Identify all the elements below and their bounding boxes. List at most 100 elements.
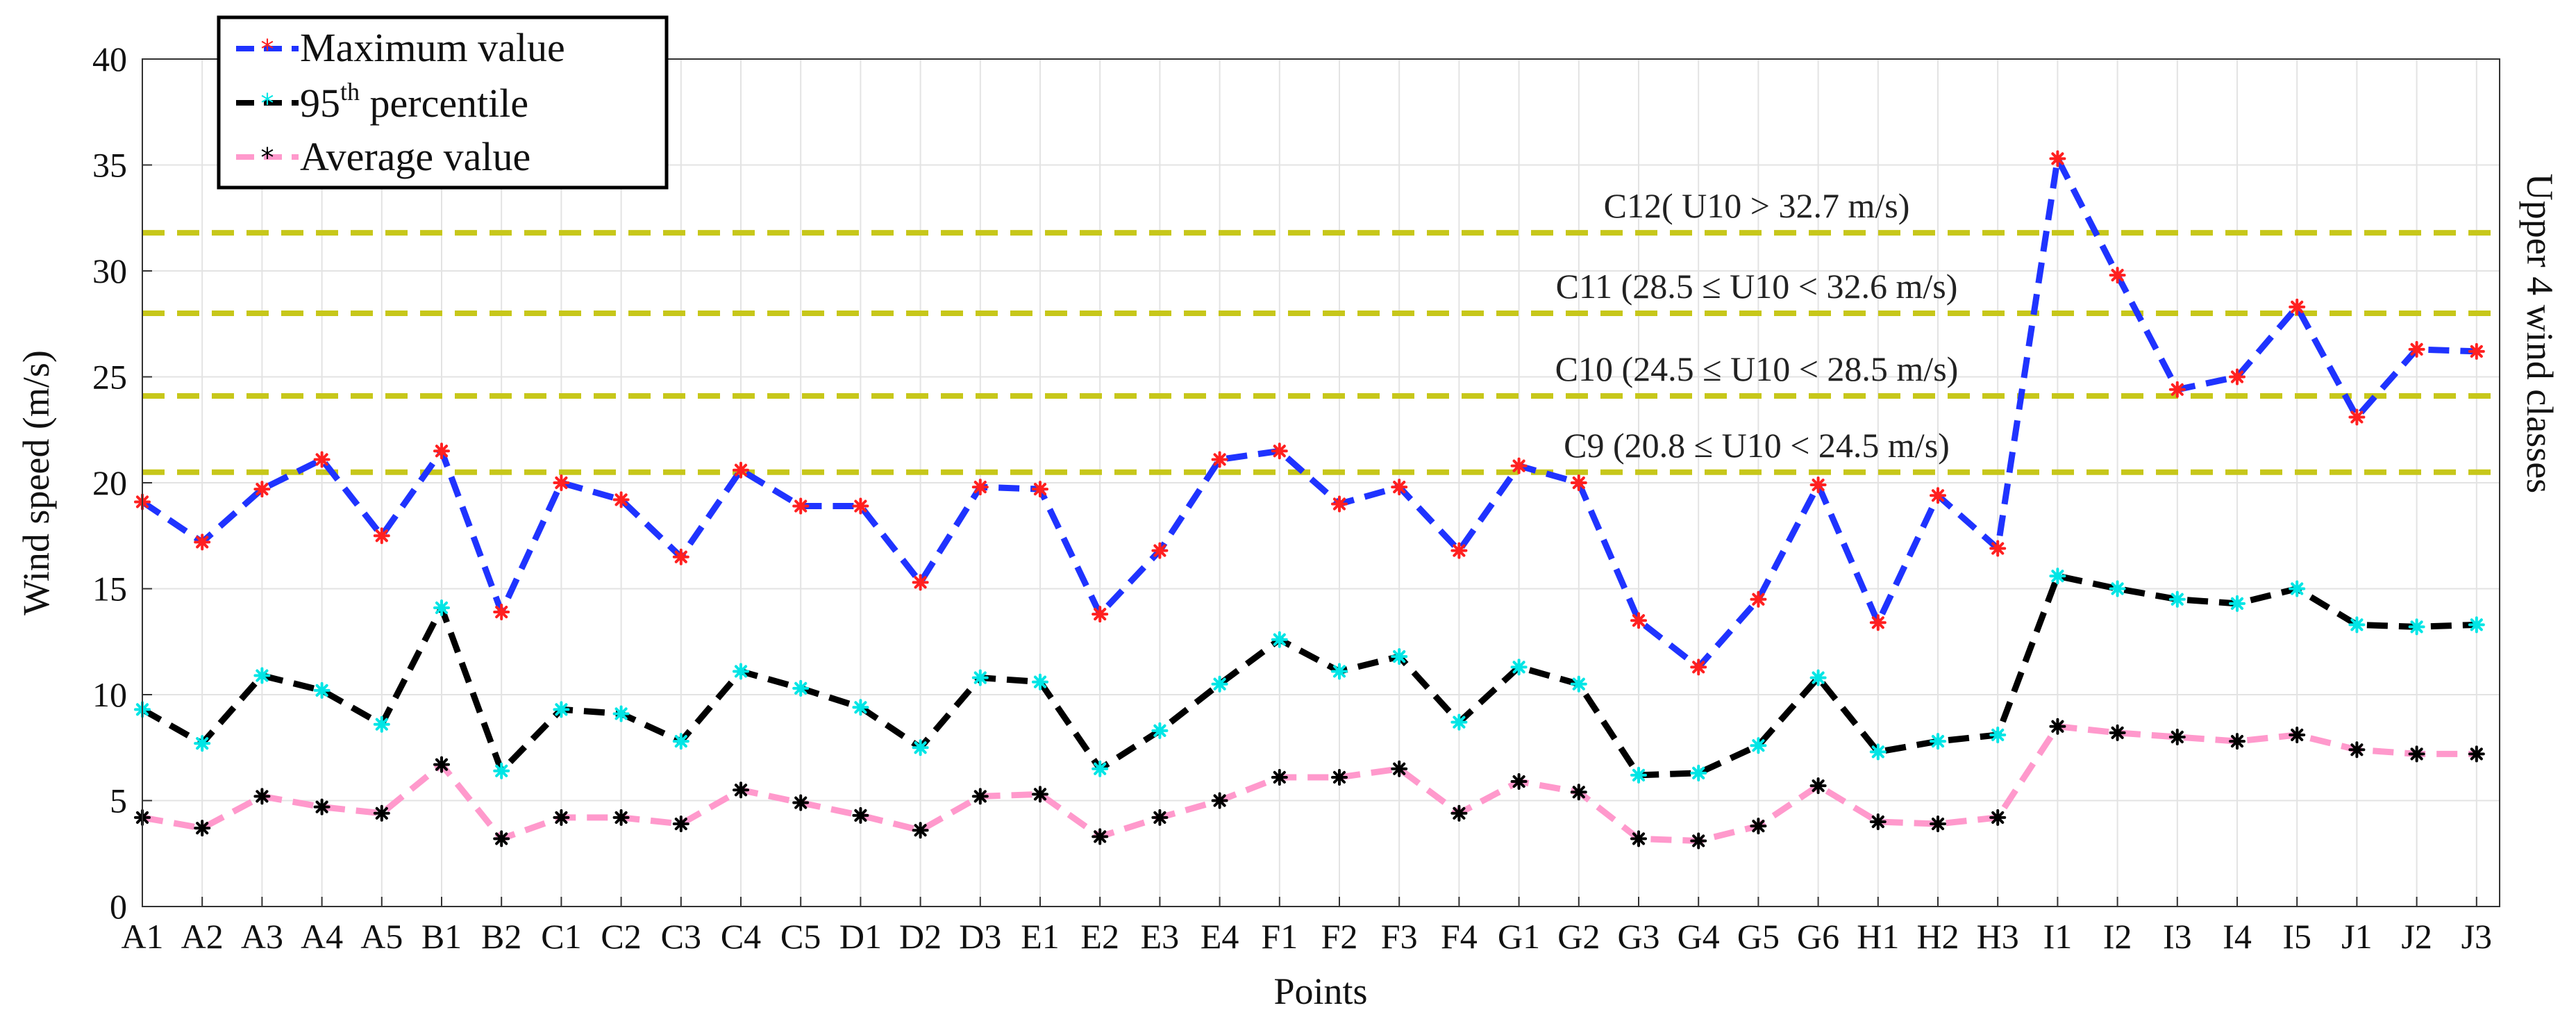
data-point xyxy=(2289,580,2306,597)
data-point xyxy=(612,491,630,508)
x-tick-label: I3 xyxy=(2163,917,2192,956)
data-point xyxy=(1510,457,1528,474)
data-point xyxy=(852,806,869,824)
data-point xyxy=(1391,479,1408,496)
data-point xyxy=(852,699,869,716)
data-point xyxy=(1809,777,1827,795)
x-tick-label: I2 xyxy=(2103,917,2132,956)
legend-label-p95: 95th percentile xyxy=(300,78,528,126)
threshold-label: C11 (28.5 ≤ U10 < 32.6 m/s) xyxy=(1556,267,1958,306)
x-tick-label: C3 xyxy=(661,917,701,956)
x-tick-label: B1 xyxy=(421,917,462,956)
data-point xyxy=(1510,659,1528,676)
data-point xyxy=(612,705,630,722)
threshold-label: C10 (24.5 ≤ U10 < 28.5 m/s) xyxy=(1555,349,1959,388)
x-tick-label: J2 xyxy=(2401,917,2432,956)
data-point xyxy=(553,701,570,718)
x-tick-label: H1 xyxy=(1857,917,1899,956)
data-point xyxy=(852,497,869,515)
x-tick-label: F2 xyxy=(1321,917,1358,956)
data-point xyxy=(2109,580,2126,597)
x-tick-label: G3 xyxy=(1617,917,1659,956)
data-point xyxy=(1690,659,1707,676)
data-point xyxy=(912,574,929,591)
right-axis-title: Upper 4 wind classes xyxy=(2519,174,2561,493)
threshold-lines: C12( U10 > 32.7 m/s) C11 (28.5 ≤ U10 < 32… xyxy=(142,186,2500,475)
data-point xyxy=(2468,745,2485,763)
data-point xyxy=(553,474,570,491)
data-point xyxy=(1151,809,1169,826)
legend-marker-avg: * xyxy=(261,142,274,173)
x-tick-label: D3 xyxy=(959,917,1001,956)
data-point xyxy=(1032,673,1048,690)
data-point xyxy=(433,756,450,773)
x-tick-label: H2 xyxy=(1916,917,1959,956)
data-point xyxy=(2109,724,2126,741)
data-point xyxy=(1092,760,1109,777)
x-tick-label: H3 xyxy=(1977,917,2019,956)
legend-label-max: Maximum value xyxy=(300,25,565,70)
x-tick-label: J3 xyxy=(2461,917,2492,956)
data-point xyxy=(1151,542,1169,559)
data-point xyxy=(194,533,211,551)
data-point xyxy=(493,604,510,621)
data-point xyxy=(1930,816,1946,833)
data-point xyxy=(373,804,390,822)
data-point xyxy=(733,781,749,799)
data-point xyxy=(2348,408,2366,426)
x-tick-label: B2 xyxy=(481,917,521,956)
data-point xyxy=(2348,741,2366,759)
data-point xyxy=(1989,540,2007,557)
x-tick-label: E2 xyxy=(1080,917,1119,956)
data-point xyxy=(1630,612,1647,629)
x-tick-label: G6 xyxy=(1797,917,1839,956)
x-tick-label: A1 xyxy=(121,917,163,956)
x-tick-label: C5 xyxy=(780,917,821,956)
data-point xyxy=(672,548,689,565)
y-tick-label: 25 xyxy=(92,358,127,397)
y-tick-label: 0 xyxy=(110,887,127,926)
y-tick-label: 15 xyxy=(92,570,127,609)
x-tick-label: F1 xyxy=(1261,917,1298,956)
series-line-2 xyxy=(142,723,2477,844)
data-point xyxy=(1151,722,1169,739)
x-tick-label: G1 xyxy=(1498,917,1540,956)
data-point xyxy=(672,733,689,750)
data-point xyxy=(912,739,929,756)
data-point xyxy=(1271,442,1288,460)
legend: * Maximum value * 95th percentile * Aver… xyxy=(217,15,669,190)
data-point xyxy=(2229,733,2245,750)
data-point xyxy=(971,669,989,686)
x-tick-label: I5 xyxy=(2282,917,2311,956)
x-tick-label: E1 xyxy=(1021,917,1060,956)
data-point xyxy=(1750,818,1767,835)
data-point xyxy=(1989,726,2007,743)
x-tick-label: F3 xyxy=(1381,917,1418,956)
series-lines xyxy=(134,150,2485,850)
data-point xyxy=(971,479,989,496)
data-point xyxy=(612,809,630,826)
data-point xyxy=(971,788,989,805)
data-point xyxy=(792,497,810,515)
threshold-label: C9 (20.8 ≤ U10 < 24.5 m/s) xyxy=(1564,426,1950,465)
data-point xyxy=(1211,675,1228,693)
x-tick-label: C1 xyxy=(541,917,581,956)
data-point xyxy=(2468,342,2485,360)
data-point xyxy=(433,599,450,616)
data-point xyxy=(553,809,570,826)
x-axis-title: Points xyxy=(1273,970,1367,1012)
data-point xyxy=(1510,773,1528,791)
data-point xyxy=(1331,768,1348,786)
data-point xyxy=(253,788,271,805)
data-point xyxy=(1630,766,1647,784)
x-tick-label: E3 xyxy=(1141,917,1180,956)
x-tick-label: G5 xyxy=(1737,917,1780,956)
data-point xyxy=(313,451,331,468)
data-point xyxy=(313,681,331,699)
data-point xyxy=(1989,809,2007,826)
data-point xyxy=(1211,451,1228,468)
data-point xyxy=(1750,590,1767,608)
data-point xyxy=(1331,663,1348,680)
data-point xyxy=(2049,718,2066,735)
data-point xyxy=(2168,590,2186,608)
